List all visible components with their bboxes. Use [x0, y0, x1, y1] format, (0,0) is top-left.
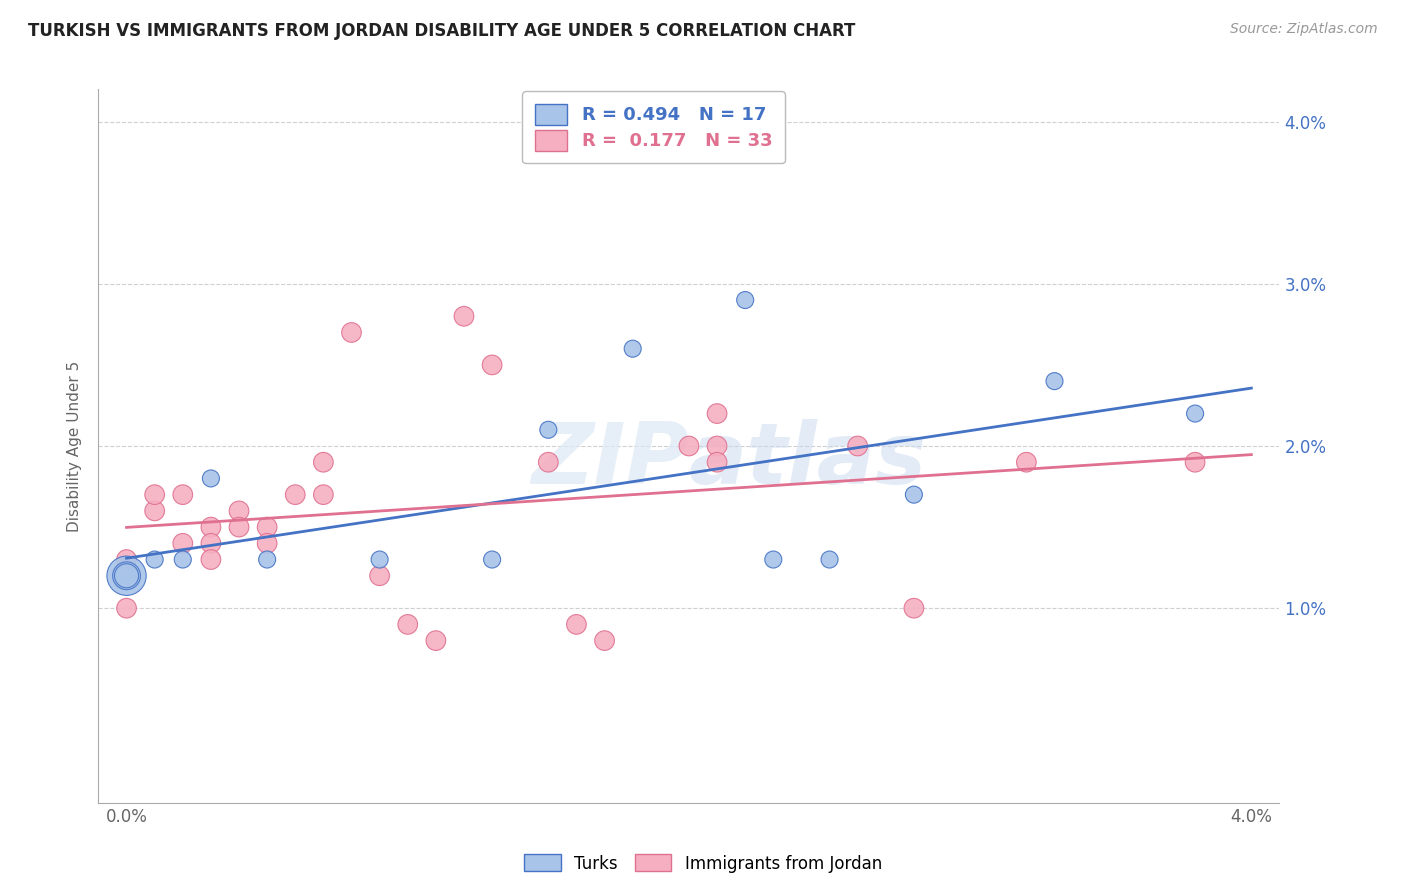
- Point: [200, 552, 222, 566]
- Point: [453, 310, 475, 324]
- Point: [678, 439, 700, 453]
- Point: [115, 568, 138, 582]
- Point: [706, 407, 728, 421]
- Text: ZIP: ZIP: [531, 418, 689, 502]
- Legend: R = 0.494   N = 17, R =  0.177   N = 33: R = 0.494 N = 17, R = 0.177 N = 33: [522, 91, 785, 163]
- Point: [115, 601, 138, 615]
- Point: [115, 568, 138, 582]
- Point: [143, 504, 166, 518]
- Y-axis label: Disability Age Under 5: Disability Age Under 5: [67, 360, 83, 532]
- Point: [256, 520, 278, 534]
- Text: Source: ZipAtlas.com: Source: ZipAtlas.com: [1230, 22, 1378, 37]
- Point: [368, 552, 391, 566]
- Point: [621, 342, 644, 356]
- Point: [312, 455, 335, 469]
- Point: [481, 358, 503, 372]
- Point: [425, 633, 447, 648]
- Legend: Turks, Immigrants from Jordan: Turks, Immigrants from Jordan: [517, 847, 889, 880]
- Point: [734, 293, 756, 307]
- Point: [172, 552, 194, 566]
- Point: [200, 471, 222, 485]
- Point: [706, 439, 728, 453]
- Point: [172, 488, 194, 502]
- Point: [762, 552, 785, 566]
- Point: [312, 488, 335, 502]
- Point: [1184, 455, 1206, 469]
- Point: [143, 488, 166, 502]
- Point: [1015, 455, 1038, 469]
- Text: atlas: atlas: [689, 418, 927, 502]
- Point: [903, 601, 925, 615]
- Point: [1043, 374, 1066, 388]
- Text: TURKISH VS IMMIGRANTS FROM JORDAN DISABILITY AGE UNDER 5 CORRELATION CHART: TURKISH VS IMMIGRANTS FROM JORDAN DISABI…: [28, 22, 855, 40]
- Point: [818, 552, 841, 566]
- Point: [846, 439, 869, 453]
- Point: [200, 520, 222, 534]
- Point: [172, 536, 194, 550]
- Point: [537, 455, 560, 469]
- Point: [706, 455, 728, 469]
- Point: [537, 423, 560, 437]
- Point: [256, 536, 278, 550]
- Point: [1184, 407, 1206, 421]
- Point: [228, 520, 250, 534]
- Point: [396, 617, 419, 632]
- Point: [115, 552, 138, 566]
- Point: [143, 552, 166, 566]
- Point: [340, 326, 363, 340]
- Point: [368, 568, 391, 582]
- Point: [903, 488, 925, 502]
- Point: [593, 633, 616, 648]
- Point: [481, 552, 503, 566]
- Point: [200, 536, 222, 550]
- Point: [115, 568, 138, 582]
- Point: [284, 488, 307, 502]
- Point: [256, 552, 278, 566]
- Point: [228, 504, 250, 518]
- Point: [565, 617, 588, 632]
